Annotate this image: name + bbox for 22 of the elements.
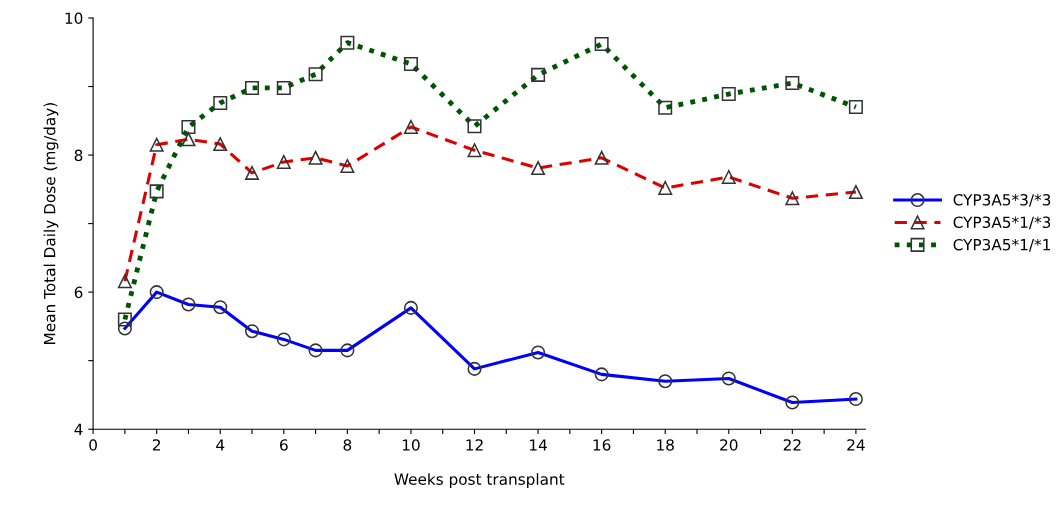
y-tick-label: 4 bbox=[74, 423, 83, 435]
legend-label: CYP3A5*1/*3 bbox=[953, 216, 1051, 230]
x-tick-label: 18 bbox=[657, 439, 674, 451]
x-tick-label: 2 bbox=[152, 439, 160, 451]
y-tick-label: 6 bbox=[74, 286, 83, 299]
y-tick-label: 10 bbox=[65, 12, 83, 25]
x-tick-label: 6 bbox=[280, 439, 288, 451]
x-tick-label: 10 bbox=[402, 439, 420, 451]
x-tick-label: 16 bbox=[593, 439, 611, 451]
legend-label: CYP3A5*1/*1 bbox=[953, 238, 1050, 252]
x-tick-label: 20 bbox=[720, 439, 738, 451]
x-tick-label: 22 bbox=[783, 439, 801, 451]
x-tick-label: 4 bbox=[216, 439, 225, 451]
y-tick-label: 8 bbox=[74, 149, 83, 162]
y-axis-title: Mean Total Daily Dose (mg/day) bbox=[43, 103, 59, 344]
x-tick-label: 12 bbox=[466, 439, 483, 451]
x-tick-label: 24 bbox=[847, 439, 865, 451]
legend-label: CYP3A5*3/*3 bbox=[953, 194, 1051, 207]
x-tick-label: 8 bbox=[343, 439, 352, 451]
x-axis-title: Weeks post transplant bbox=[394, 473, 565, 488]
x-tick-label: 0 bbox=[89, 439, 97, 451]
x-tick-label: 14 bbox=[530, 439, 547, 451]
